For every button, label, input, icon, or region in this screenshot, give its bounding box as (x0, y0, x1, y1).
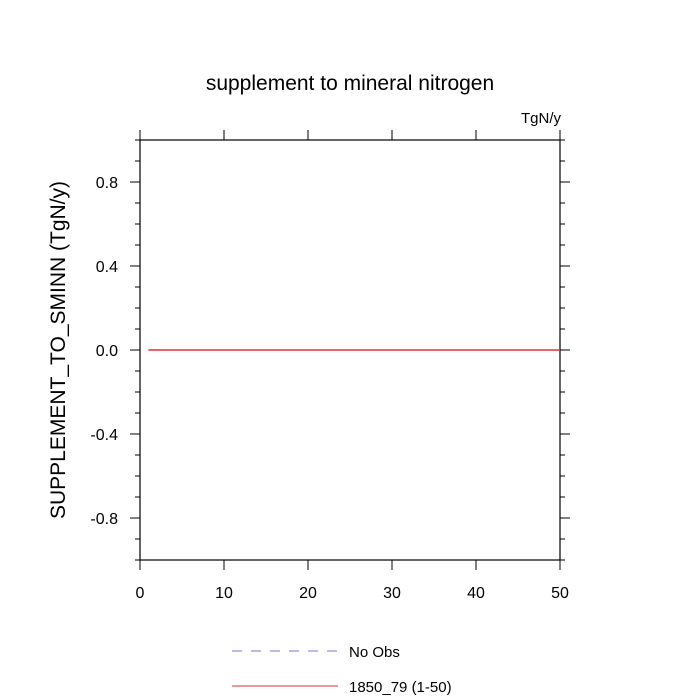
y-tick-label: -0.4 (90, 427, 118, 444)
x-tick-label: 20 (299, 585, 317, 602)
x-tick-label: 50 (551, 585, 569, 602)
x-tick-label: 10 (215, 585, 233, 602)
legend-label-1: 1850_79 (1-50) (349, 679, 452, 696)
y-tick-label: 0.0 (96, 343, 118, 360)
axis-ticks (130, 130, 570, 570)
legend: No Obs 1850_79 (1-50) (232, 644, 452, 696)
chart-title: supplement to mineral nitrogen (206, 72, 494, 95)
x-tick-label: 40 (467, 585, 485, 602)
x-tick-label: 0 (136, 585, 145, 602)
y-tick-label: 0.4 (96, 259, 118, 276)
y-tick-label: -0.8 (90, 511, 118, 528)
legend-label-0: No Obs (349, 644, 400, 661)
axis-tick-labels: 0 10 20 30 40 50 -0.8 -0.4 0.0 0.4 0.8 (90, 175, 569, 602)
y-axis-label: SUPPLEMENT_TO_SMINN (TgN/y) (47, 181, 70, 519)
units-label: TgN/y (521, 110, 562, 127)
x-tick-label: 30 (383, 585, 401, 602)
y-tick-label: 0.8 (96, 175, 118, 192)
